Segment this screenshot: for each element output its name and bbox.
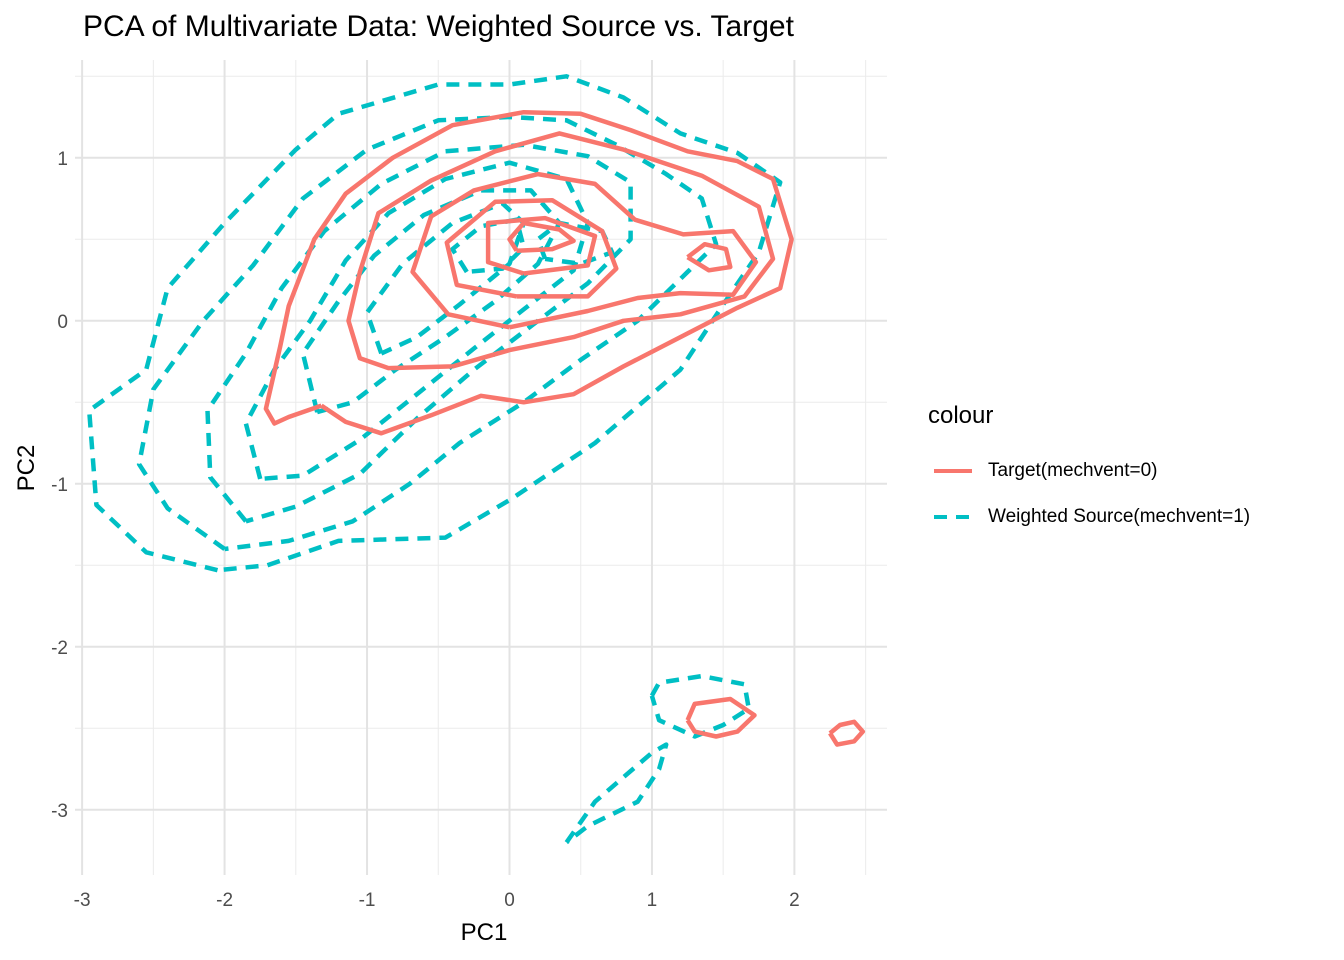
contour-line [564, 742, 669, 845]
legend: colour Target(mechvent=0) Weighted Sourc… [928, 402, 1250, 540]
x-tick-labels: -3 -2 -1 0 1 2 [74, 890, 800, 911]
contour-line [685, 696, 757, 739]
x-tick-label: -1 [359, 890, 376, 911]
x-axis-title: PC1 [461, 919, 508, 946]
legend-key-target [934, 469, 972, 473]
y-tick-label: -1 [51, 475, 68, 496]
legend-title: colour [928, 402, 994, 429]
contour-line [649, 673, 752, 739]
y-tick-label: 0 [57, 312, 68, 333]
contour-line [444, 197, 619, 299]
legend-label-target: Target(mechvent=0) [988, 460, 1158, 481]
contour-line [243, 160, 591, 482]
chart-title: PCA of Multivariate Data: Weighted Sourc… [83, 10, 794, 43]
contour-line [686, 241, 733, 273]
contour-line [86, 74, 783, 573]
contour-series [86, 74, 866, 845]
contour-line [136, 114, 719, 552]
y-tick-labels: -3 -2 -1 0 1 [51, 149, 68, 822]
y-tick-label: -2 [51, 638, 68, 659]
x-tick-label: 1 [647, 890, 658, 911]
contour-line [263, 109, 794, 436]
legend-label-weighted-source: Weighted Source(mechvent=1) [988, 506, 1251, 527]
x-tick-label: -2 [216, 890, 233, 911]
contour-line [507, 220, 576, 253]
x-tick-label: 0 [504, 890, 515, 911]
contour-line [364, 201, 526, 356]
contour-line [485, 215, 598, 276]
contour-line [300, 188, 562, 415]
legend-item-weighted-source: Weighted Source(mechvent=1) [928, 494, 1250, 540]
y-tick-label: 1 [57, 149, 68, 170]
grid [75, 60, 887, 875]
y-tick-label: -3 [51, 801, 68, 822]
legend-key-weighted-source [934, 515, 972, 519]
x-tick-label: -3 [74, 890, 91, 911]
contour-line [410, 171, 759, 330]
contour-line [828, 719, 866, 747]
contour-line [346, 131, 776, 371]
plot-panel [75, 60, 887, 875]
series-target [263, 109, 866, 747]
y-axis-title: PC2 [13, 445, 40, 492]
x-tick-label: 2 [789, 890, 800, 911]
legend-item-target: Target(mechvent=0) [928, 448, 1250, 494]
